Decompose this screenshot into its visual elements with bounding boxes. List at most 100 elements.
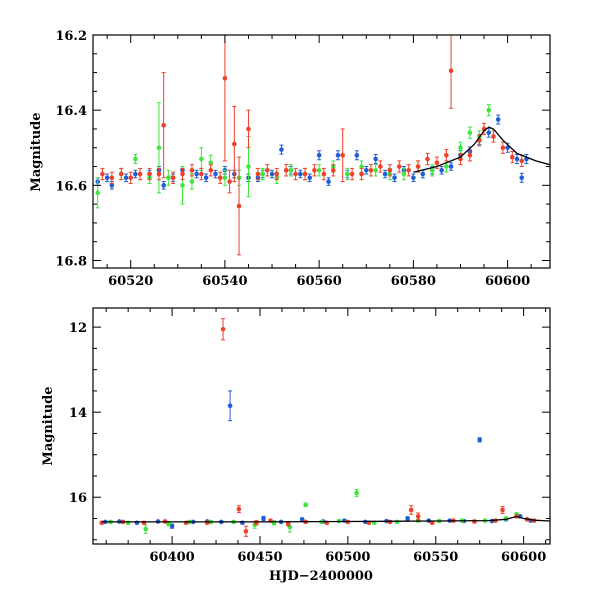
data-point-red (254, 520, 259, 526)
data-point-green (166, 175, 171, 181)
data-point-green (359, 164, 364, 169)
data-point-green (288, 167, 294, 173)
data-point-green (208, 160, 214, 166)
data-point-red (147, 171, 152, 177)
data-point-red (510, 154, 515, 160)
data-point-green (394, 519, 400, 525)
data-point-blue (169, 523, 175, 529)
data-point-red (227, 179, 232, 184)
data-point-red (396, 164, 402, 169)
data-point-red (321, 171, 327, 177)
data-point-blue (477, 437, 482, 443)
data-point-red (109, 175, 115, 181)
bottom-panel-frame (92, 307, 551, 545)
data-point-red (500, 145, 506, 151)
y-tick-label: 16.4 (55, 104, 87, 119)
data-point-blue (123, 175, 129, 181)
y-tick-label: 14 (69, 406, 87, 421)
data-point-red (246, 126, 251, 132)
data-point-red (204, 520, 210, 526)
data-point-green (199, 156, 204, 162)
top-light-curve-panel: 60520 60540 60560 60580 60600 16.2 16.4 16.6 16.… (29, 29, 551, 289)
data-point-red (243, 528, 249, 534)
data-point-red (128, 175, 133, 181)
model-curve (413, 126, 550, 173)
data-point-red (137, 171, 143, 177)
data-point-red (472, 519, 477, 524)
data-point-red (491, 134, 496, 139)
data-point-green (125, 520, 131, 526)
data-point-red (448, 68, 454, 74)
data-point-red (217, 175, 223, 181)
data-point-red (302, 171, 308, 177)
data-point-blue (420, 171, 426, 177)
bottom-panel-xlabel: HJD−2400000 (269, 569, 373, 584)
data-point-green (246, 164, 251, 169)
data-point-blue (279, 147, 284, 152)
y-tick-label: 16.6 (55, 179, 87, 194)
data-point-blue (161, 183, 166, 188)
data-point-red (406, 167, 411, 173)
y-tick-label: 16.8 (55, 254, 87, 269)
data-point-red (265, 167, 270, 173)
data-point-green (354, 490, 359, 496)
data-point-green (486, 107, 492, 113)
data-point-red (274, 171, 280, 177)
data-point-red (100, 171, 105, 177)
data-point-red (378, 164, 383, 169)
data-point-red (434, 160, 440, 166)
data-point-blue (519, 175, 525, 181)
data-point-green (156, 145, 162, 151)
data-point-green (133, 156, 138, 162)
data-point-blue (486, 130, 492, 136)
data-point-red (141, 520, 147, 526)
data-point-blue (316, 152, 322, 158)
y-tick-label: 16 (69, 491, 87, 506)
x-tick-label: 60550 (413, 550, 458, 565)
data-point-blue (411, 175, 416, 181)
data-point-blue (505, 145, 510, 151)
data-point-blue (495, 117, 501, 122)
data-point-red (293, 171, 298, 177)
data-point-red (170, 175, 176, 181)
data-point-green (373, 167, 378, 173)
data-point-blue (307, 175, 313, 181)
data-point-green (429, 167, 435, 173)
data-point-blue (405, 516, 410, 521)
data-point-red (183, 520, 189, 526)
x-tick-label: 60500 (325, 550, 370, 565)
data-point-red (330, 167, 336, 173)
x-tick-label: 60560 (297, 274, 342, 289)
data-point-red (368, 167, 374, 173)
x-tick-label: 60600 (501, 550, 546, 565)
data-point-red (285, 521, 291, 526)
data-point-red (500, 507, 505, 513)
data-point-red (359, 171, 364, 177)
data-point-red (415, 514, 421, 519)
x-tick-label: 60520 (108, 274, 153, 289)
data-point-green (467, 130, 473, 136)
data-point-red (208, 167, 214, 173)
data-point-blue (261, 516, 266, 521)
data-point-blue (326, 179, 331, 184)
y-tick-label: 16.2 (55, 29, 87, 44)
top-panel-ylabel: Magnitude (29, 112, 44, 191)
data-point-green (189, 179, 195, 184)
data-point-blue (203, 175, 209, 181)
bottom-panel-ticks: 60400 60450 60500 60550 60600 12 14 16 (69, 308, 550, 565)
y-tick-label: 12 (69, 321, 87, 336)
data-point-red (387, 167, 393, 173)
x-tick-label: 60540 (202, 274, 247, 289)
data-point-green (143, 526, 149, 532)
data-point-blue (382, 171, 388, 177)
data-point-red (236, 506, 242, 512)
data-point-red (222, 75, 228, 81)
data-point-red (220, 326, 226, 332)
data-point-red (312, 167, 317, 173)
data-point-red (189, 167, 195, 173)
data-point-green (458, 145, 463, 151)
data-point-red (283, 167, 289, 173)
data-point-red (199, 171, 204, 177)
data-point-red (118, 171, 124, 177)
